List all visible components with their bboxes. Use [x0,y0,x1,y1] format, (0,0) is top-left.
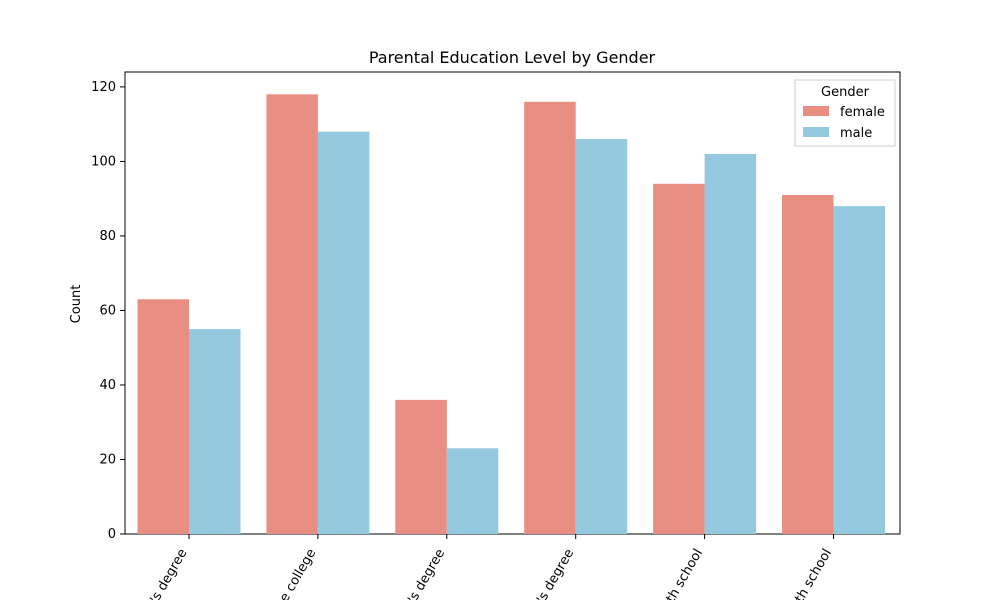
x-tick-label: 's degree [405,547,448,600]
legend-swatch-female [803,106,829,116]
x-tick-label: 's degree [147,547,190,600]
bar-female-5 [782,194,834,535]
y-tick-label: 20 [99,452,116,467]
x-tick-label: e college [277,546,319,600]
legend-label-female: female [840,105,885,120]
y-axis-label: Count [69,285,84,324]
bar-female-1 [266,94,318,535]
bar-male-3 [575,139,628,534]
y-tick-label: 0 [108,527,116,542]
y-tick-label: 40 [99,378,116,393]
legend-swatch-male [803,127,829,137]
bar-male-1 [317,131,370,534]
bar-male-5 [833,206,885,534]
bar-female-0 [137,299,189,534]
bar-female-4 [653,183,705,534]
y-tick-label: 100 [91,154,116,169]
x-tick-label: th school [792,547,835,600]
bar-male-4 [704,153,757,534]
bar-male-2 [446,448,499,534]
legend-title: Gender [821,85,870,100]
x-tick-label: 's degree [534,547,577,600]
y-tick-label: 120 [91,80,116,95]
x-axis: 's degree e college 's degree 's degree th s… [147,534,835,600]
y-tick-label: 60 [99,303,116,318]
y-tick-label: 80 [99,229,116,244]
y-axis: 0 20 40 60 80 100 120 [91,80,125,542]
plot-frame [124,71,901,535]
x-tick-label: th school [663,547,706,600]
bar-female-2 [395,399,447,534]
bar-female-3 [524,101,576,534]
legend: Gender female male [794,79,896,147]
plot-area [124,71,901,535]
legend-label-male: male [840,126,872,141]
chart-title: Parental Education Level by Gender [369,48,656,67]
bar-male-0 [189,329,241,534]
